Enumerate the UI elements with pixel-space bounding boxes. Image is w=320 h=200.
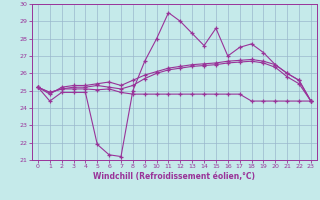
X-axis label: Windchill (Refroidissement éolien,°C): Windchill (Refroidissement éolien,°C) [93,172,255,181]
